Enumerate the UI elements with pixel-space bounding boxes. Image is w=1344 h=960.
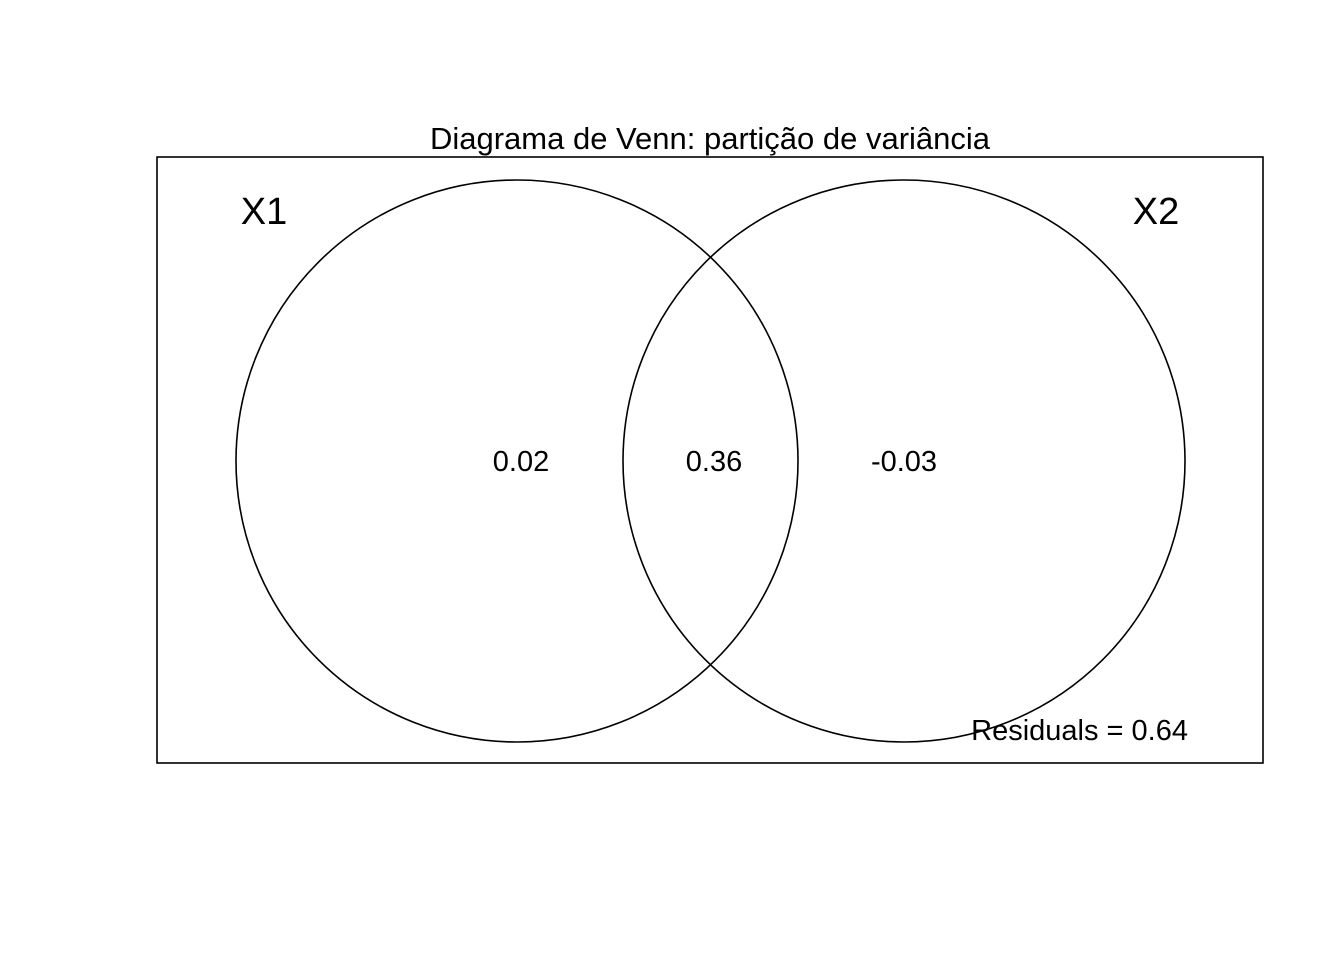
residuals-label: Residuals = 0.64 (971, 715, 1188, 747)
region-shared-value: 0.36 (686, 446, 742, 478)
set-x1-label: X1 (241, 191, 287, 233)
set-x2-label: X2 (1133, 191, 1179, 233)
region-x1-only-value: 0.02 (493, 446, 549, 478)
set-x2-circle (622, 179, 1186, 743)
diagram-title: Diagrama de Venn: partição de variância (430, 121, 991, 156)
set-x1-circle (235, 179, 799, 743)
region-x2-only-value: -0.03 (871, 446, 937, 478)
plot-frame (156, 156, 1264, 764)
